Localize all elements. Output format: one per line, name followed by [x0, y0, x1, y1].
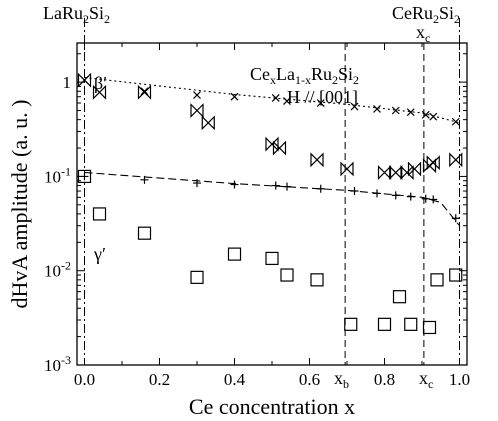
- x-tick-label: 0.4: [224, 370, 246, 389]
- cross-marker: [140, 87, 149, 96]
- bowtie-marker: [201, 115, 215, 131]
- cross-marker: [421, 110, 430, 119]
- fit-lines: [84, 76, 460, 227]
- gamma-branch-label: γ′: [93, 244, 106, 264]
- x-tick-label: 0.0: [74, 370, 95, 389]
- plus-marker: [140, 175, 149, 184]
- bowtie-marker: [137, 84, 152, 100]
- data-series: [77, 72, 463, 335]
- x-tick-label: 1.0: [449, 370, 470, 389]
- plus-marker: [230, 180, 239, 189]
- laru2si2-label: LaRu2Si2: [43, 3, 110, 26]
- bowtie-marker: [190, 103, 204, 118]
- xc-axis-label: xc: [419, 368, 433, 391]
- square-marker: [449, 268, 463, 282]
- x-axis-label: Ce concentration x: [189, 394, 355, 419]
- plus-marker: [429, 195, 438, 204]
- cross-marker: [193, 91, 201, 99]
- square-marker: [310, 273, 324, 287]
- square-marker: [190, 270, 204, 284]
- cross-marker: [451, 117, 460, 126]
- square-marker: [92, 207, 107, 221]
- xc-top-label: xc: [416, 22, 430, 45]
- square-marker: [280, 268, 294, 282]
- square-marker: [392, 290, 407, 304]
- x-tick-label: 0.8: [374, 370, 395, 389]
- square-marker: [227, 247, 242, 261]
- cross-marker: [429, 112, 438, 121]
- plus-marker: [451, 214, 460, 223]
- beta-branch-label: β′: [94, 73, 107, 93]
- x-tick-label: 0.6: [299, 370, 320, 389]
- axis-ticks: 0.0 0.2 0.4 0.6 0.8 1.0 1 10-1 10-2 10-3: [44, 43, 470, 389]
- square-marker: [422, 320, 437, 335]
- y-tick-label: 1: [63, 73, 72, 92]
- ceru2si2-label: CeRu2Si2: [392, 3, 460, 26]
- plus-marker: [283, 182, 291, 191]
- plus-marker: [271, 181, 280, 190]
- square-marker: [377, 317, 392, 331]
- cross-marker: [316, 99, 325, 107]
- cross-marker: [406, 108, 415, 117]
- cross-marker: [230, 92, 239, 101]
- cross-marker: [283, 97, 291, 105]
- square-marker: [430, 273, 444, 287]
- plus-marker: [421, 194, 430, 203]
- bowtie-marker: [389, 165, 403, 180]
- bowtie-marker: [92, 84, 107, 100]
- square-marker: [265, 251, 279, 266]
- xb-axis-label: xb: [334, 368, 349, 391]
- plus-marker: [391, 191, 400, 200]
- plus-marker: [406, 192, 415, 201]
- y-tick-label: 10-3: [44, 353, 71, 375]
- gamma-fit: [84, 171, 460, 227]
- plus-marker: [316, 184, 325, 193]
- bowtie-marker: [310, 152, 324, 168]
- square-marker: [404, 317, 418, 331]
- y-axis-label: dHvA amplitude (a. u. ): [7, 100, 32, 309]
- plot-frame: [76, 42, 468, 366]
- bowtie-marker: [449, 152, 463, 168]
- x-tick-label: 0.2: [149, 370, 170, 389]
- bowtie-marker: [426, 155, 440, 171]
- bowtie-marker: [272, 140, 287, 156]
- bowtie-marker: [407, 161, 422, 177]
- square-marker: [137, 226, 152, 240]
- plus-marker: [373, 189, 381, 198]
- cross-marker: [350, 102, 359, 111]
- plus-marker: [193, 179, 201, 188]
- y-tick-label: 10-1: [44, 164, 71, 186]
- compound-label: CexLa1-xRu2Si2: [250, 64, 359, 87]
- reference-lines: [84, 18, 460, 365]
- cross-marker: [271, 93, 280, 102]
- beta-fit: [84, 76, 460, 124]
- y-tick-label: 10-2: [44, 259, 71, 281]
- cross-marker: [373, 104, 381, 113]
- cross-marker: [391, 106, 400, 115]
- plus-marker: [350, 187, 359, 196]
- bowtie-marker: [340, 161, 354, 177]
- field-direction-label: H // [001]: [287, 87, 358, 107]
- bowtie-marker: [377, 165, 392, 180]
- square-marker: [344, 317, 358, 331]
